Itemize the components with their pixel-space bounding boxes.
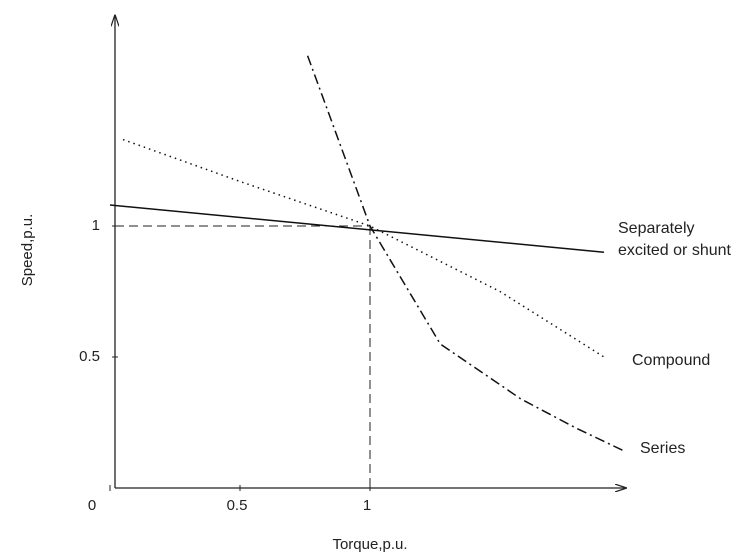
y-tick-label: 1 (92, 217, 100, 234)
page: Torque,p.u. Speed,p.u. 0 0.5 1 0.5 1 Separat… (0, 0, 748, 556)
y-axis-label: Speed,p.u. (19, 214, 36, 287)
series-label: Compound (632, 350, 748, 372)
y-tick-label: 0.5 (79, 348, 100, 365)
x-axis-label: Torque,p.u. (332, 536, 407, 553)
series-line (123, 140, 604, 357)
series-label: Separately excited or shunt (618, 218, 748, 262)
series-label: Series (640, 438, 740, 460)
series-line (308, 56, 625, 452)
x-tick-label: 0 (88, 497, 96, 514)
x-tick-label: 0.5 (227, 497, 248, 514)
chart: Torque,p.u. Speed,p.u. 0 0.5 1 0.5 1 (0, 0, 748, 556)
series-line (110, 205, 604, 252)
x-tick-label: 1 (363, 497, 371, 514)
